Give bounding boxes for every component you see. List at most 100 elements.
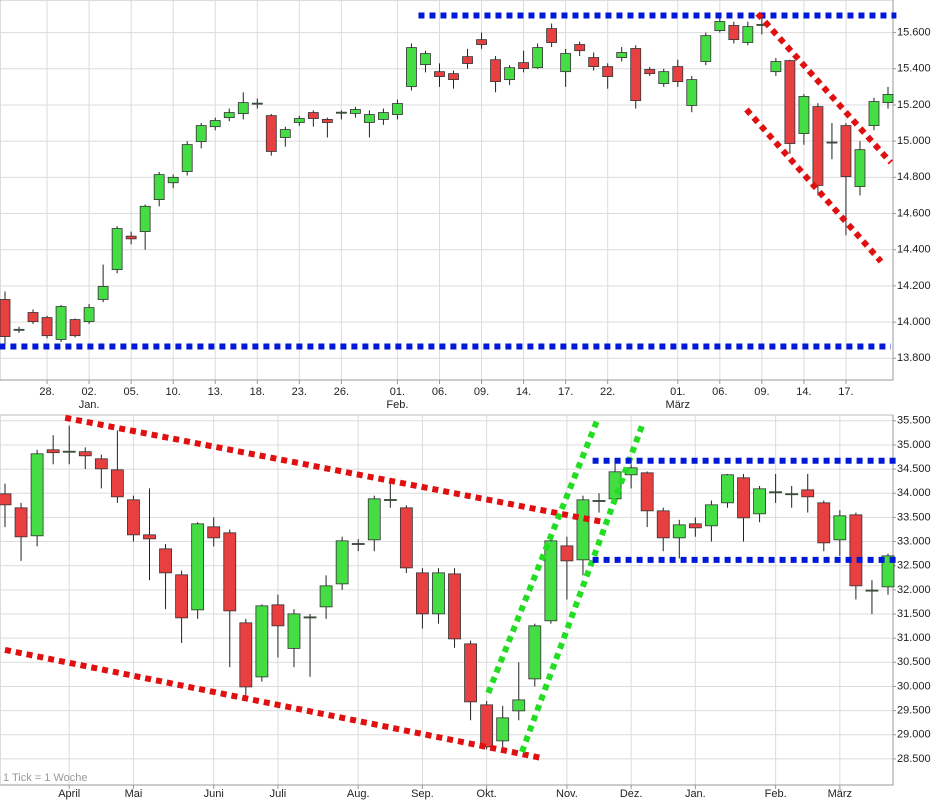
candle-body	[448, 73, 459, 81]
candle-body	[592, 500, 606, 502]
candle-body	[223, 112, 235, 119]
candle-body	[207, 526, 221, 539]
x-tick-label: 17.	[838, 386, 853, 398]
candle-body	[849, 514, 863, 587]
candle-body	[769, 491, 783, 494]
candle-body	[812, 106, 824, 186]
candle-body	[239, 622, 253, 688]
footnote: 1 Tick = 1 Woche	[3, 772, 87, 784]
candle-body	[608, 471, 622, 500]
y-tick-label: 29.500	[897, 705, 931, 717]
candle-body	[480, 704, 494, 748]
plot-area	[0, 0, 894, 381]
x-tick-label: Juni	[204, 788, 224, 800]
y-tick-label: 13.800	[897, 352, 931, 364]
y-tick-label: 35.000	[897, 439, 931, 451]
trend-line	[744, 107, 884, 264]
candle-body	[83, 307, 95, 322]
candle-body	[125, 235, 137, 240]
candle-body	[392, 103, 403, 115]
candle-body	[321, 119, 333, 123]
candle-body	[307, 112, 319, 119]
x-tick-label: 26.	[334, 386, 349, 398]
plot-area	[0, 414, 894, 786]
candle-body	[602, 66, 614, 77]
x-tick-label: 13.	[208, 386, 223, 398]
candle-body	[293, 118, 305, 123]
candle-body	[271, 604, 285, 627]
candle-body	[658, 71, 670, 84]
y-tick-label: 33.000	[897, 535, 931, 547]
candle-body	[55, 306, 67, 340]
trend-line	[4, 646, 542, 761]
candle-body	[153, 174, 165, 200]
x-tick-label: 17.	[558, 386, 573, 398]
x-tick-label: März	[828, 788, 852, 800]
x-month-label: Jan.	[79, 399, 100, 411]
y-tick-label: 33.500	[897, 511, 931, 523]
y-tick-label: 32.000	[897, 584, 931, 596]
candle-body	[528, 625, 542, 680]
candle-body	[416, 572, 429, 615]
candle-body	[110, 469, 124, 498]
candle-body	[46, 449, 60, 454]
candle-body	[700, 35, 712, 62]
y-tick-label: 31.000	[897, 632, 931, 644]
candle-body	[279, 129, 291, 138]
candle-body	[27, 312, 39, 322]
candle-body	[688, 523, 702, 529]
candle-body	[181, 144, 193, 172]
x-tick-label: 09.	[754, 386, 769, 398]
candle-body	[62, 450, 76, 453]
candle-body	[868, 101, 880, 126]
candle-body	[127, 499, 140, 536]
candle-body	[705, 504, 718, 527]
y-tick-label: 15.600	[897, 26, 931, 38]
candle-body	[770, 61, 782, 73]
candle-body	[714, 21, 726, 31]
x-tick-label: 22.	[600, 386, 615, 398]
candle-body	[512, 699, 526, 712]
candle-body	[518, 62, 529, 69]
candle-body	[546, 28, 558, 43]
candle-body	[209, 120, 221, 128]
y-tick-label: 14.400	[897, 244, 931, 256]
candle-body	[406, 47, 417, 87]
candle-body	[476, 39, 487, 45]
candle-body	[255, 605, 269, 678]
candle-body	[265, 115, 277, 152]
x-tick-label: Jan.	[685, 788, 706, 800]
candle-body	[143, 534, 156, 540]
candle-body	[532, 47, 544, 69]
candle-body	[544, 540, 558, 622]
candle-body	[640, 472, 654, 512]
candle-body	[364, 114, 375, 123]
x-tick-label: 14.	[516, 386, 531, 398]
candle-body	[801, 489, 815, 498]
y-tick-label: 15.400	[897, 63, 931, 75]
x-tick-label: 06.	[432, 386, 447, 398]
x-tick-label: Nov.	[556, 788, 578, 800]
candle-body	[319, 585, 333, 608]
candle-body	[399, 507, 413, 569]
y-tick-label: 34.000	[897, 487, 931, 499]
x-tick-label: 06.	[712, 386, 727, 398]
y-tick-label: 14.600	[897, 207, 931, 219]
candle-body	[721, 474, 734, 504]
candle-body	[574, 44, 586, 52]
candle-body	[303, 616, 317, 619]
trend-line	[519, 423, 646, 753]
y-tick-label: 35.500	[897, 415, 931, 427]
candle-body	[588, 57, 600, 67]
y-tick-label: 31.500	[897, 608, 931, 620]
x-tick-label: April	[58, 788, 80, 800]
candle-body	[420, 53, 431, 66]
x-tick-label: 01.	[390, 386, 405, 398]
y-tick-label: 30.000	[897, 680, 931, 692]
trend-line	[64, 414, 603, 525]
x-tick-label: Mai	[125, 788, 143, 800]
candle-body	[30, 453, 44, 537]
y-tick-label: 30.500	[897, 656, 931, 668]
candle-body	[78, 451, 92, 457]
candle-body	[785, 493, 799, 496]
